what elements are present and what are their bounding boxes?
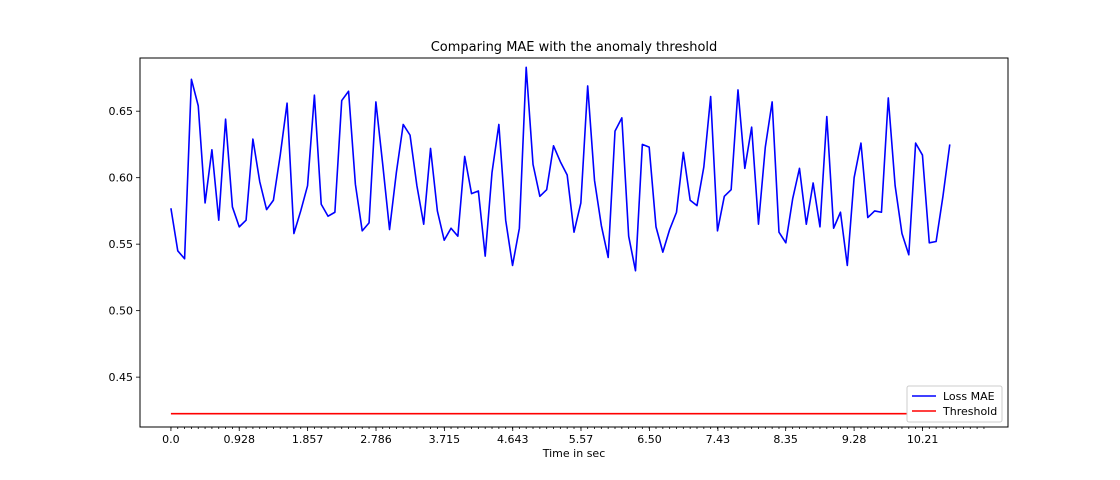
- x-tick-label: 0.928: [223, 433, 255, 446]
- x-tick-label: 0.0: [162, 433, 180, 446]
- plot-area: [170, 66, 951, 415]
- legend-label-threshold: Threshold: [942, 405, 997, 418]
- x-tick-label: 9.28: [842, 433, 867, 446]
- legend: Loss MAE Threshold: [906, 385, 1003, 423]
- x-tick-label: 1.857: [292, 433, 324, 446]
- x-tick-label: 4.643: [497, 433, 529, 446]
- y-tick-label: 0.55: [109, 238, 134, 251]
- x-tick-label: 5.57: [569, 433, 594, 446]
- y-axis: 0.45 0.50 0.55 0.60 0.65: [109, 105, 140, 384]
- x-tick-label: 3.715: [429, 433, 461, 446]
- x-tick-label: 10.21: [907, 433, 939, 446]
- chart-title: Comparing MAE with the anomaly threshold: [431, 40, 718, 55]
- series-points-loss-mae: [170, 67, 950, 271]
- x-tick-label: 8.35: [773, 433, 798, 446]
- x-tick-label: 6.50: [637, 433, 662, 446]
- x-tick-label: 7.43: [706, 433, 731, 446]
- x-tick-label: 2.786: [360, 433, 392, 446]
- legend-box: [906, 385, 1003, 423]
- y-tick-label: 0.45: [109, 371, 134, 384]
- y-tick-label: 0.60: [109, 172, 134, 185]
- y-tick-label: 0.65: [109, 105, 134, 118]
- x-axis: 0.0 0.928 1.857 2.786 3.715 4.643 5.57 6.50 7.43…: [162, 427, 985, 446]
- y-tick-label: 0.50: [109, 305, 134, 318]
- legend-label-loss-mae: Loss MAE: [943, 390, 995, 403]
- x-axis-label: Time in sec: [542, 447, 606, 460]
